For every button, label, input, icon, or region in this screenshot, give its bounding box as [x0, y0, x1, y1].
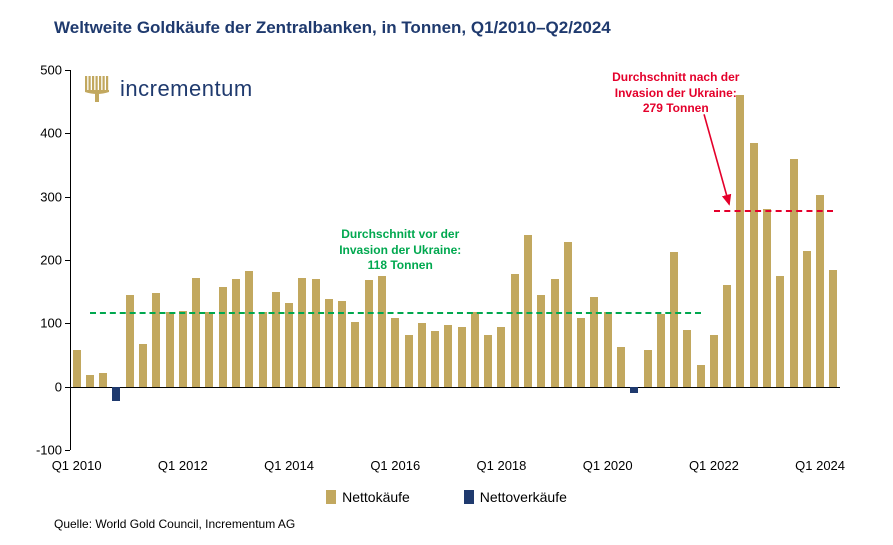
x-tick-label: Q1 2012 [158, 458, 208, 473]
bar [604, 312, 612, 387]
bar [312, 279, 320, 387]
legend: Nettokäufe Nettoverkäufe [0, 489, 893, 507]
bar [723, 285, 731, 386]
y-tick-mark [65, 197, 70, 198]
bar [803, 251, 811, 387]
x-tick-label: Q1 2016 [370, 458, 420, 473]
bar [829, 270, 837, 387]
bar [444, 325, 452, 387]
y-tick-mark [65, 70, 70, 71]
bar [192, 278, 200, 387]
bar [497, 327, 505, 387]
bar [139, 344, 147, 387]
bar [73, 350, 81, 387]
bar [298, 278, 306, 387]
bar [657, 314, 665, 387]
bar [644, 350, 652, 387]
bar-chart: Durchschnitt vor der Invasion der Ukrain… [70, 70, 840, 450]
y-axis [70, 70, 71, 450]
bar [776, 276, 784, 387]
bar [365, 280, 373, 386]
bar [351, 322, 359, 387]
average-line [714, 210, 833, 212]
y-tick-mark [65, 450, 70, 451]
bar [232, 279, 240, 387]
x-tick-label: Q1 2014 [264, 458, 314, 473]
x-axis [70, 387, 840, 389]
y-tick-label: 200 [12, 253, 62, 268]
bar [577, 318, 585, 386]
bar [750, 143, 758, 387]
bar [378, 276, 386, 387]
average-line [90, 312, 701, 314]
bar [179, 311, 187, 387]
x-tick-label: Q1 2018 [477, 458, 527, 473]
bar [458, 327, 466, 387]
bar [338, 301, 346, 387]
bar [564, 242, 572, 386]
chart-title: Weltweite Goldkäufe der Zentralbanken, i… [54, 18, 611, 38]
bar [126, 295, 134, 387]
bar [405, 335, 413, 387]
bar [219, 287, 227, 387]
bar [697, 365, 705, 387]
y-tick-label: 500 [12, 63, 62, 78]
x-tick-label: Q1 2024 [795, 458, 845, 473]
bar [537, 295, 545, 387]
bar [790, 159, 798, 387]
legend-item-buy: Nettokäufe [326, 489, 410, 505]
legend-label: Nettoverkäufe [480, 489, 567, 505]
legend-label: Nettokäufe [342, 489, 410, 505]
y-tick-label: 300 [12, 189, 62, 204]
x-tick-label: Q1 2022 [689, 458, 739, 473]
bar [670, 252, 678, 386]
bar [471, 312, 479, 387]
y-tick-mark [65, 260, 70, 261]
bar [152, 293, 160, 387]
bar [245, 271, 253, 386]
bar [630, 387, 638, 393]
legend-item-sell: Nettoverkäufe [464, 489, 567, 505]
bar [736, 95, 744, 386]
bar [524, 235, 532, 387]
bar [99, 373, 107, 387]
legend-swatch [326, 490, 336, 504]
bar [763, 209, 771, 386]
bar [418, 323, 426, 386]
y-tick-label: 100 [12, 316, 62, 331]
source-note: Quelle: World Gold Council, Incrementum … [54, 517, 295, 531]
bar [86, 375, 94, 386]
bar [272, 292, 280, 387]
x-tick-label: Q1 2010 [52, 458, 102, 473]
bar [816, 195, 824, 386]
bar [285, 303, 293, 387]
bar [511, 274, 519, 387]
bar [431, 331, 439, 387]
bar [683, 330, 691, 387]
bar [112, 387, 120, 401]
bar [590, 297, 598, 387]
bar [710, 335, 718, 387]
y-tick-label: 0 [12, 379, 62, 394]
y-tick-label: -100 [12, 443, 62, 458]
y-tick-label: 400 [12, 126, 62, 141]
bar [617, 347, 625, 386]
y-tick-mark [65, 133, 70, 134]
bar [391, 318, 399, 386]
bar [166, 312, 174, 387]
legend-swatch [464, 490, 474, 504]
y-tick-mark [65, 323, 70, 324]
annotation-pre: Durchschnitt vor der Invasion der Ukrain… [325, 227, 475, 274]
bar [259, 312, 267, 387]
y-tick-mark [65, 387, 70, 388]
bar [205, 312, 213, 387]
x-tick-label: Q1 2020 [583, 458, 633, 473]
plot-area: Durchschnitt vor der Invasion der Ukrain… [70, 70, 840, 450]
bar [484, 335, 492, 387]
annotation-post: Durchschnitt nach der Invasion der Ukrai… [596, 70, 756, 117]
bar [551, 279, 559, 387]
